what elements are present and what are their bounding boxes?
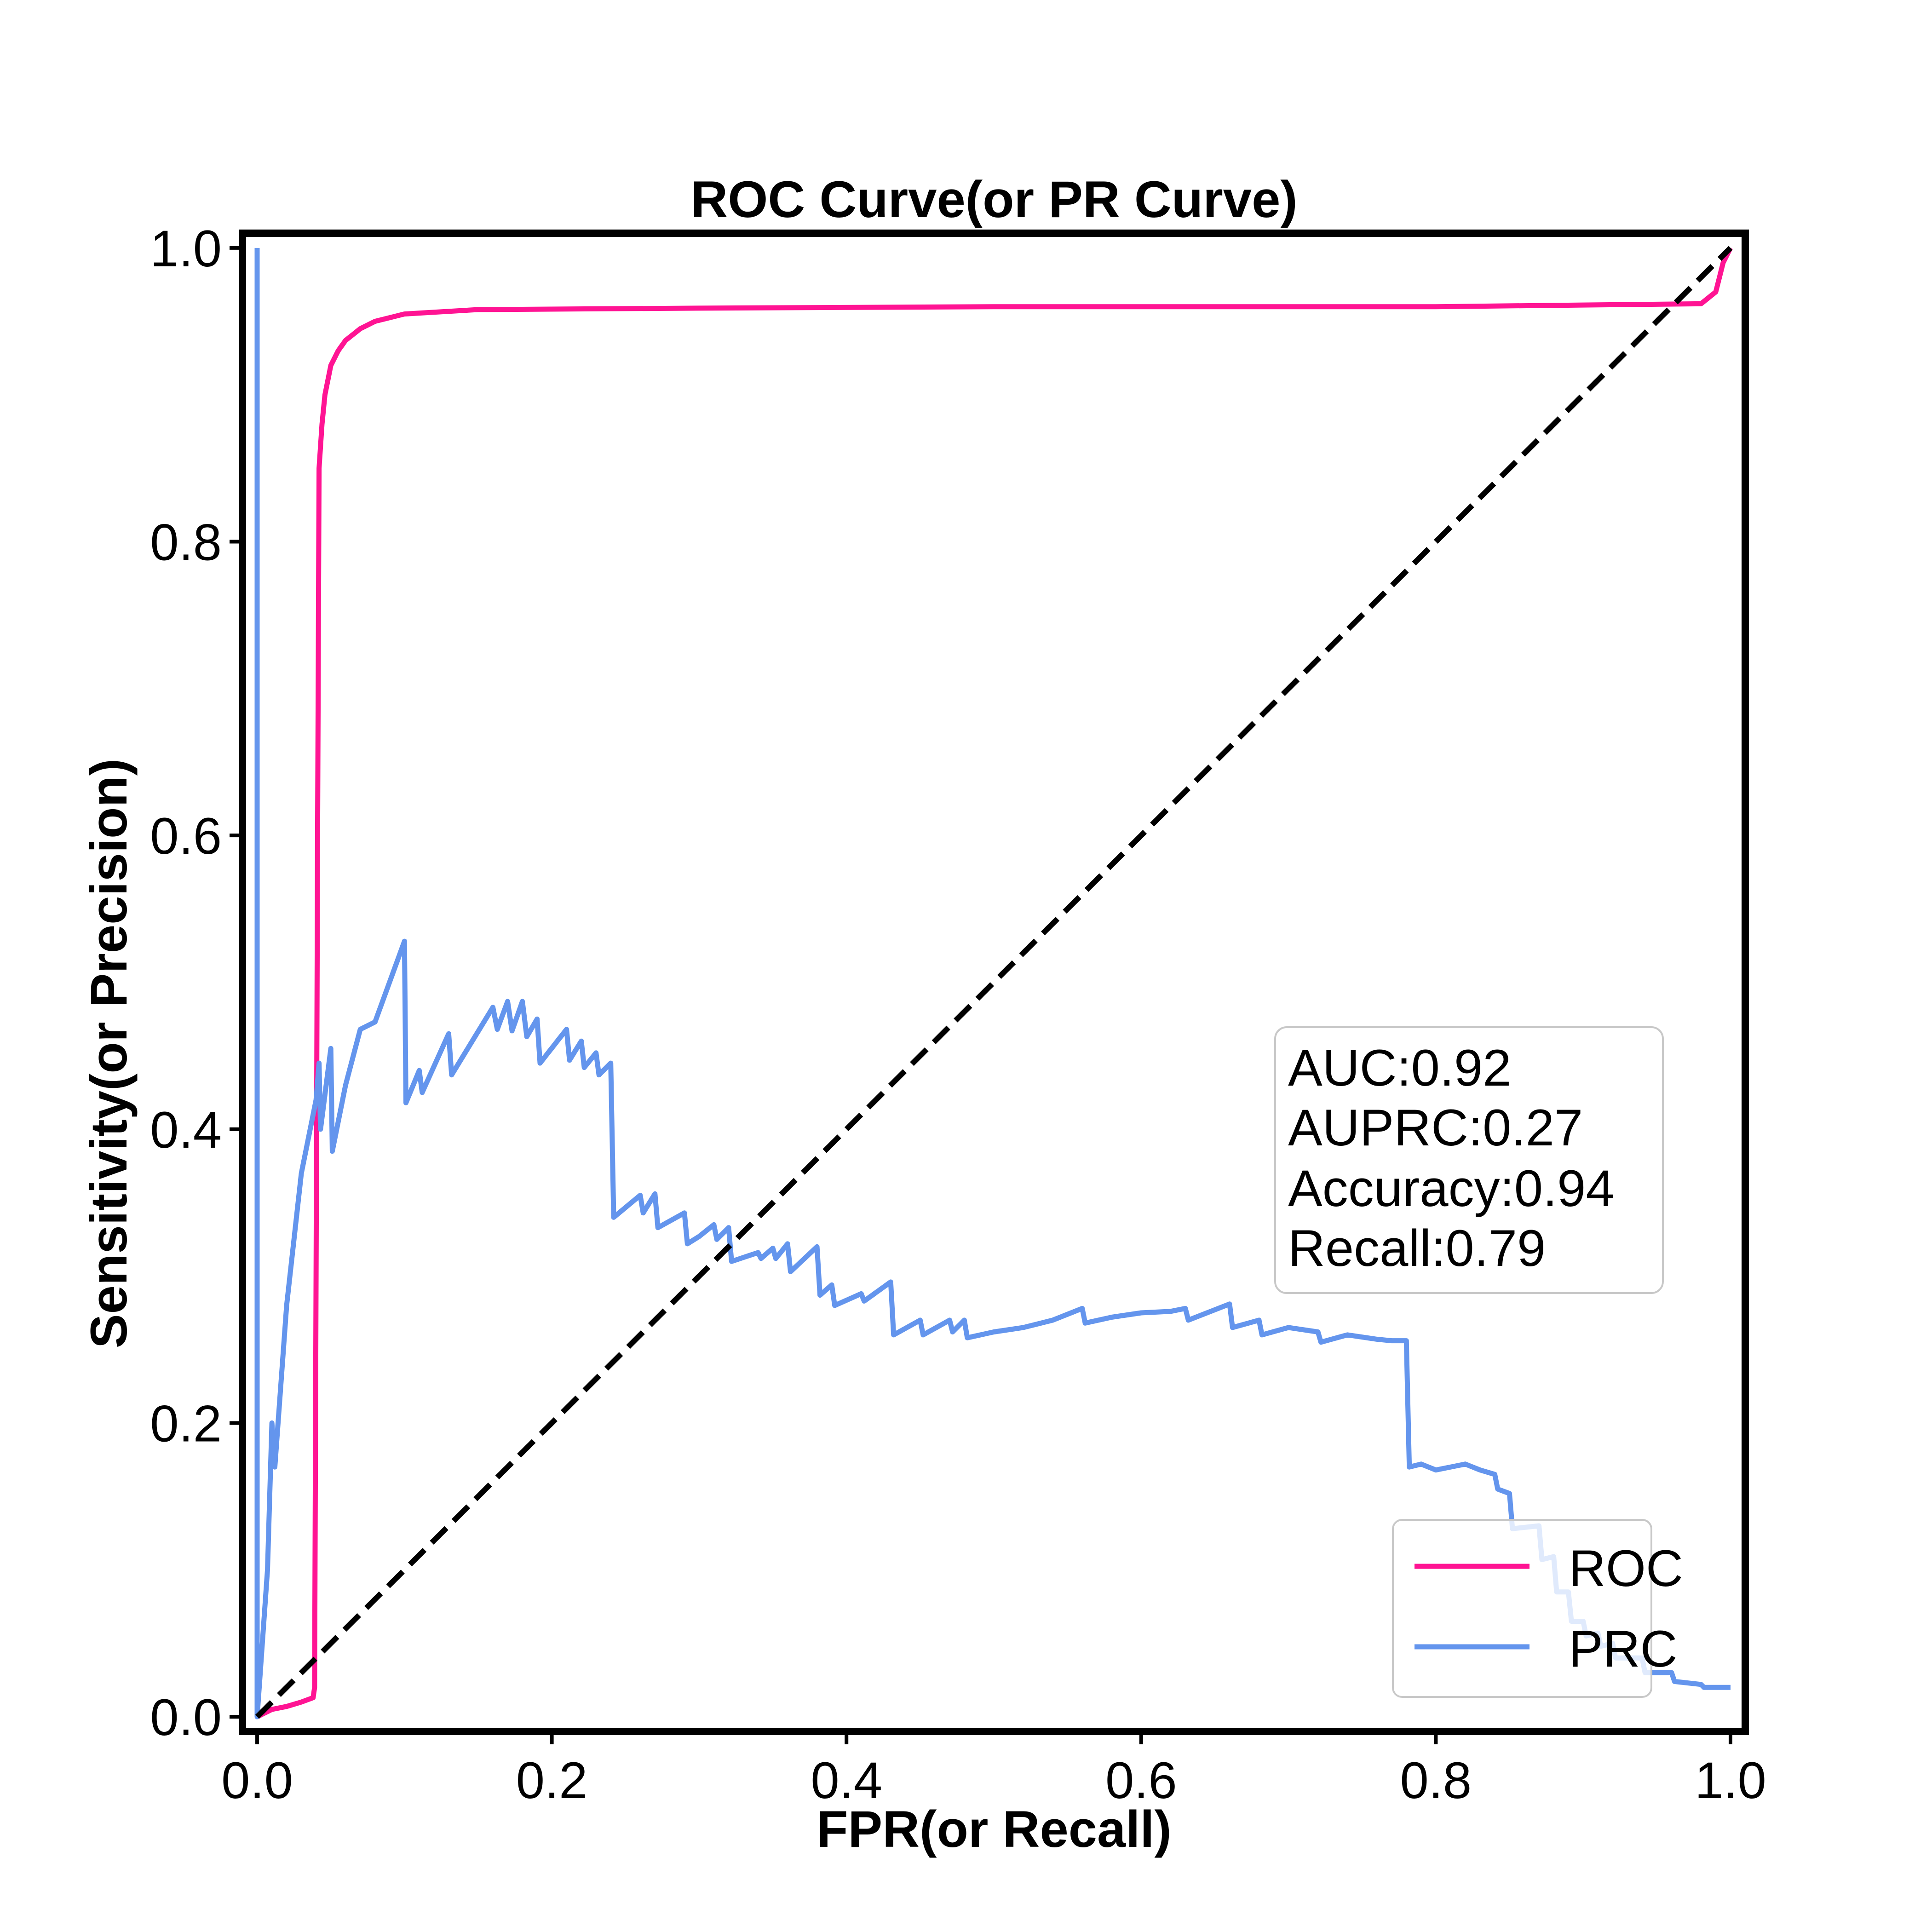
x-tick-label: 0.0 (221, 1752, 293, 1809)
series-line-roc (256, 247, 1733, 1719)
series-layer (254, 246, 1733, 1719)
y-tick-label: 0.8 (150, 514, 222, 571)
annotation-accuracy: Accuracy:0.94 (1288, 1160, 1615, 1217)
y-tick-label: 0.2 (150, 1395, 222, 1452)
legend-label-roc: ROC (1569, 1540, 1683, 1597)
annotation-recall: Recall:0.79 (1288, 1219, 1546, 1277)
x-tick-label: 0.6 (1105, 1752, 1177, 1809)
y-tick-label: 0.6 (150, 807, 222, 865)
annotation-box (1274, 1026, 1664, 1294)
y-tick-label: 0.0 (150, 1689, 222, 1746)
diagonal-reference-line (255, 246, 1733, 1719)
plot-frame (239, 230, 1749, 1735)
x-axis-label: FPR(or Recall) (816, 1800, 1172, 1858)
series-line-prc (254, 247, 1731, 1719)
x-tick-label: 0.2 (516, 1752, 588, 1809)
x-tick-label: 0.8 (1400, 1752, 1472, 1809)
legend-label-prc: PRC (1569, 1620, 1677, 1678)
y-tick-label: 1.0 (150, 220, 222, 277)
x-tick-label: 0.4 (811, 1752, 882, 1809)
legend: ROC PRC (1392, 1519, 1683, 1698)
annotation-auc: AUC:0.92 (1288, 1039, 1512, 1097)
metrics-annotation: AUC:0.92 AUPRC:0.27 Accuracy:0.94 Recall… (1274, 1026, 1664, 1294)
x-tick-label: 1.0 (1695, 1752, 1766, 1809)
annotation-auprc: AUPRC:0.27 (1288, 1099, 1583, 1156)
y-tick-label: 0.4 (150, 1101, 222, 1159)
axis-ticks: 0.0 0.2 0.4 0.6 0.8 1.0 0.0 0.2 0.4 0.6 0.8 1.0 (150, 220, 1766, 1809)
chart-title: ROC Curve(or PR Curve) (690, 171, 1297, 228)
y-axis-label: Sensitivity(or Precision) (80, 759, 138, 1348)
